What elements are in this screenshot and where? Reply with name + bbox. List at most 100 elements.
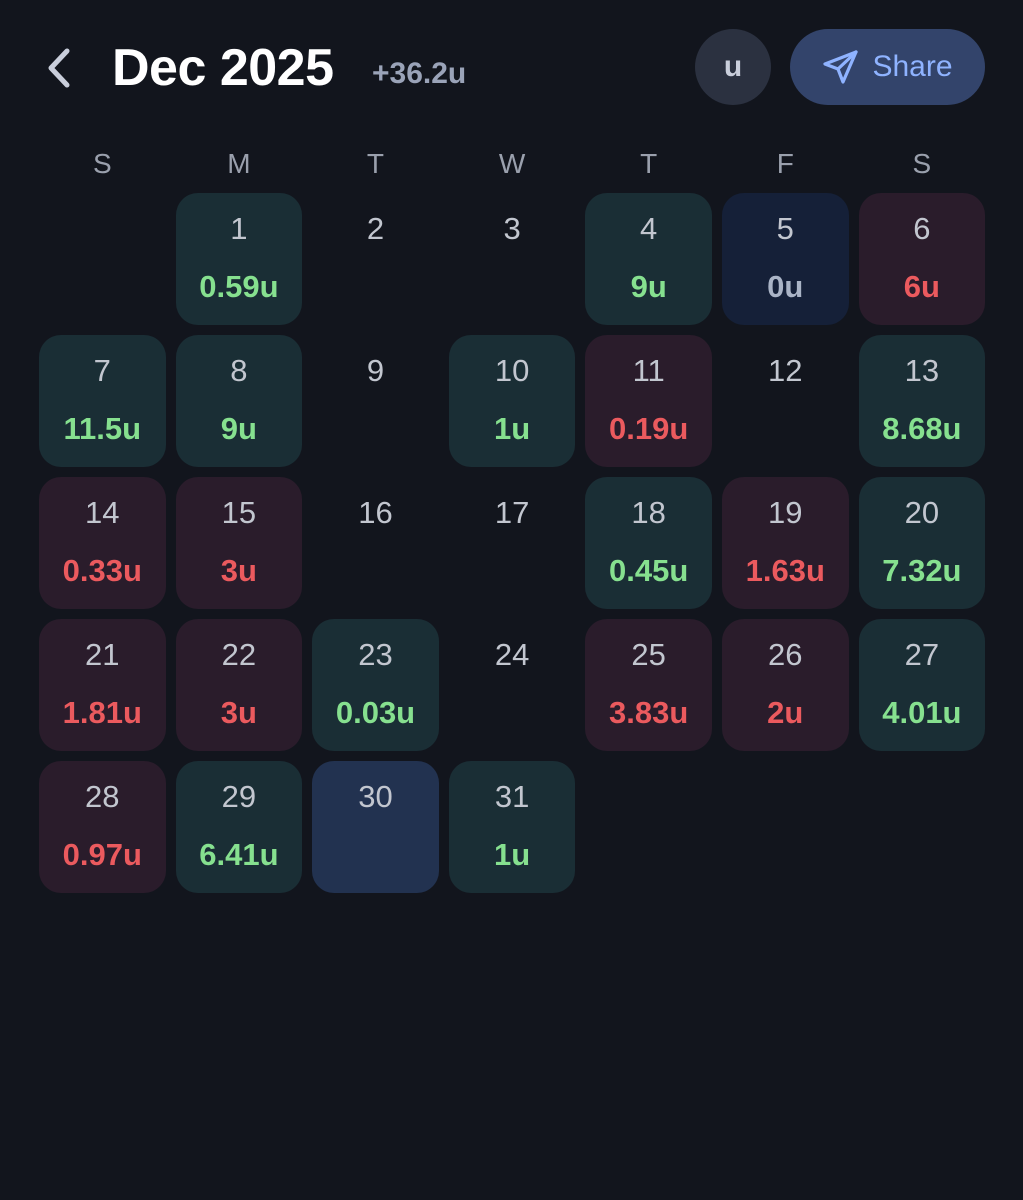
send-icon [823, 50, 859, 84]
day-units-value: 6u [903, 269, 940, 304]
calendar-day-cell[interactable]: 5 0u [721, 193, 849, 325]
day-number: 28 [85, 779, 120, 814]
calendar-day-cell[interactable]: 12 [722, 335, 849, 467]
calendar-day-cell[interactable]: 22 3u [175, 619, 303, 751]
chevron-left-icon [48, 48, 70, 88]
day-number: 3 [503, 211, 521, 246]
day-number: 22 [221, 637, 257, 672]
day-units-value: 1.81u [62, 695, 142, 730]
day-number: 21 [85, 637, 120, 672]
day-number: 26 [768, 637, 803, 672]
day-units-value: 1u [493, 837, 531, 872]
day-units-value: 0.33u [62, 553, 142, 588]
unit-toggle-button[interactable]: u [695, 29, 771, 105]
day-number: 16 [358, 495, 393, 530]
calendar-day-cell[interactable]: 9 [312, 335, 439, 467]
day-number: 1 [230, 211, 248, 246]
month-total: +36.2u [372, 57, 467, 90]
calendar-day-cell[interactable]: 8 9u [175, 335, 303, 467]
calendar-day-cell[interactable]: 6 6u [858, 193, 986, 325]
calendar-day-cell[interactable]: 29 6.41u [175, 761, 303, 893]
share-label: Share [872, 50, 953, 83]
calendar-day-cell[interactable]: 28 0.97u [39, 761, 166, 893]
day-number: 23 [358, 637, 393, 672]
day-number: 10 [494, 353, 530, 388]
calendar-day-cell[interactable]: 15 3u [175, 477, 303, 609]
day-number: 17 [494, 495, 530, 530]
weekday-label: S [92, 148, 112, 179]
calendar-day-cell[interactable]: 14 0.33u [39, 477, 166, 609]
day-number: 18 [631, 495, 666, 530]
day-number: 14 [85, 495, 120, 530]
day-units-value: 1.63u [745, 553, 825, 588]
calendar-day-cell[interactable]: 20 7.32u [858, 477, 986, 609]
day-units-value: 3u [220, 553, 257, 588]
day-number: 29 [221, 779, 257, 814]
day-number: 5 [776, 211, 794, 246]
day-units-value: 0.45u [609, 553, 689, 588]
day-number: 8 [230, 353, 248, 388]
calendar-day-cell[interactable]: 3 [449, 193, 576, 325]
weekday-header: S M T W T F S [34, 140, 990, 188]
calendar-grid: 1 0.59u 2 3 4 9u 5 0u 6 6u 7 11.5u 8 9u 9 10 1u 11 0.19u 12… [34, 188, 990, 898]
day-number: 24 [494, 637, 530, 672]
back-button[interactable] [30, 38, 86, 98]
day-units-value: 3u [220, 695, 257, 730]
calendar-day-cell[interactable]: 1 0.59u [175, 193, 303, 325]
calendar-day-cell[interactable]: 11 0.19u [585, 335, 712, 467]
calendar-day-cell[interactable]: 10 1u [448, 335, 576, 467]
calendar-day-cell[interactable]: 26 2u [721, 619, 849, 751]
calendar-day-cell[interactable]: 24 [449, 619, 576, 751]
share-button[interactable]: Share [790, 29, 985, 105]
calendar-day-cell[interactable]: 17 [449, 477, 576, 609]
day-number: 11 [632, 353, 665, 388]
day-number: 30 [358, 779, 393, 814]
day-units-value: 4.01u [882, 695, 962, 730]
calendar-day-cell[interactable]: 4 9u [585, 193, 712, 325]
weekday-label: F [776, 148, 794, 179]
day-units-value: 0u [767, 269, 804, 304]
calendar-day-cell[interactable]: 27 4.01u [858, 619, 986, 751]
calendar-day-cell[interactable]: 2 [312, 193, 439, 325]
day-units-value: 11.5u [63, 411, 142, 446]
calendar-day-cell[interactable]: 23 0.03u [312, 619, 439, 751]
calendar-day-cell[interactable]: 16 [312, 477, 439, 609]
day-number: 2 [366, 211, 385, 246]
day-number: 6 [913, 211, 931, 246]
day-number: 20 [904, 495, 940, 530]
calendar-day-cell[interactable]: 21 1.81u [39, 619, 166, 751]
weekday-label: T [640, 148, 658, 179]
day-units-value: 9u [220, 411, 257, 446]
day-units-value: 0.03u [335, 695, 416, 730]
weekday-label: T [366, 148, 385, 179]
day-units-value: 7.32u [882, 553, 962, 588]
day-number: 27 [904, 637, 940, 672]
day-number: 25 [631, 637, 666, 672]
calendar-day-cell[interactable]: 19 1.63u [721, 477, 849, 609]
day-number: 13 [904, 353, 940, 388]
day-number: 4 [640, 211, 658, 246]
day-units-value: 0.97u [62, 837, 142, 872]
calendar-day-cell[interactable]: 13 8.68u [858, 335, 986, 467]
calendar-day-cell[interactable]: 30 [312, 761, 439, 893]
day-units-value: 0.59u [199, 269, 279, 304]
day-number: 7 [93, 353, 111, 388]
day-number: 15 [221, 495, 257, 530]
calendar-day-cell[interactable]: 7 11.5u [39, 335, 166, 467]
page-title: Dec 2025 [112, 39, 334, 97]
day-units-value: 3.83u [609, 695, 689, 730]
calendar-day-cell[interactable]: 18 0.45u [585, 477, 712, 609]
calendar-blank-cell [39, 193, 166, 325]
day-units-value: 6.41u [199, 837, 279, 872]
day-number: 12 [768, 353, 803, 388]
calendar-day-cell[interactable]: 31 1u [448, 761, 576, 893]
day-units-value: 8.68u [882, 411, 962, 446]
weekday-label: M [227, 148, 251, 179]
day-number: 9 [366, 353, 385, 388]
day-units-value: 0.19u [609, 411, 689, 446]
weekday-label: S [912, 148, 932, 179]
day-units-value: 1u [493, 411, 531, 446]
day-number: 19 [768, 495, 803, 530]
calendar-day-cell[interactable]: 25 3.83u [585, 619, 712, 751]
